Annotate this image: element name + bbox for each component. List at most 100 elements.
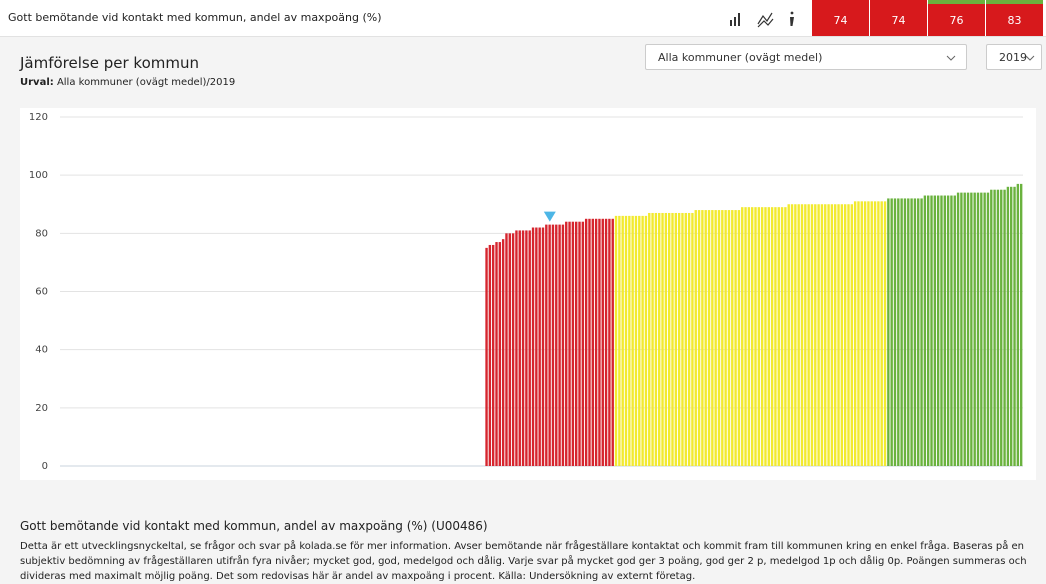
bar (604, 218, 608, 466)
bar (731, 210, 734, 466)
bar (983, 192, 986, 466)
bar (721, 210, 724, 466)
y-tick-label: 0 (42, 461, 48, 472)
bar (800, 204, 804, 466)
bar (814, 204, 817, 466)
bar (910, 198, 913, 466)
bar (847, 204, 850, 466)
bar (558, 224, 561, 466)
kpi-box[interactable]: 74 (870, 0, 927, 36)
bar (674, 212, 678, 466)
bar (535, 227, 538, 466)
bar (651, 212, 654, 466)
bar (963, 192, 966, 466)
bar (880, 201, 883, 466)
bar (521, 230, 525, 466)
kpi-box[interactable]: 76 (928, 0, 985, 36)
bar (946, 195, 950, 466)
bar (684, 212, 687, 466)
bar (863, 201, 867, 466)
bar (837, 204, 840, 466)
bar (658, 212, 661, 466)
bar (774, 207, 777, 466)
y-tick-label: 120 (29, 112, 48, 123)
bar (913, 198, 917, 466)
bar (754, 207, 757, 466)
bar (950, 195, 953, 466)
bar (1013, 186, 1016, 467)
bar (624, 215, 628, 466)
bar (996, 189, 1000, 466)
description-text: Detta är ett utvecklingsnyckeltal, se fr… (20, 541, 1027, 582)
bar (903, 198, 907, 466)
bar (820, 204, 824, 466)
indicator-title: Gott bemötande vid kontakt med kommun, a… (8, 11, 382, 24)
bar (943, 195, 946, 466)
bar (817, 204, 820, 466)
bar (671, 212, 674, 466)
bar (907, 198, 910, 466)
bar (508, 233, 511, 466)
bar (890, 198, 893, 466)
bar (555, 224, 558, 466)
bar (631, 215, 634, 466)
bar (867, 201, 870, 466)
bar (966, 192, 970, 466)
dropdown-arrow (946, 55, 956, 61)
bar (956, 192, 960, 466)
bar-icon[interactable] (730, 13, 740, 26)
y-tick-label: 60 (35, 287, 48, 298)
municipality-dropdown[interactable]: Alla kommuner (ovägt medel) (645, 44, 967, 70)
bar (824, 204, 827, 466)
bar (618, 215, 621, 466)
bar (737, 210, 741, 466)
bar (727, 210, 731, 466)
bar (850, 204, 854, 466)
bar (701, 210, 704, 466)
bar (970, 192, 973, 466)
kpi-box[interactable]: 74 (812, 0, 869, 36)
y-tick-label: 100 (29, 170, 48, 181)
bar (644, 215, 648, 466)
view-icons[interactable] (718, 0, 810, 36)
bar (641, 215, 644, 466)
bar (751, 207, 754, 466)
bar (654, 212, 658, 466)
bar (893, 198, 897, 466)
year-dropdown[interactable]: 2019 (986, 44, 1042, 70)
trend-icon[interactable] (757, 12, 774, 28)
bar (488, 244, 492, 466)
bar (993, 189, 996, 466)
bar (584, 218, 588, 466)
kpi-box[interactable]: 83 (986, 0, 1043, 36)
bar (614, 215, 618, 466)
bar (1003, 189, 1006, 466)
bar (1016, 183, 1020, 466)
bar (787, 204, 790, 466)
bar (545, 224, 548, 466)
bar (707, 210, 711, 466)
bar (691, 212, 694, 466)
bar (485, 247, 488, 466)
y-tick-label: 80 (35, 228, 48, 239)
bar (1000, 189, 1003, 466)
bar (790, 204, 794, 466)
bar (538, 227, 541, 466)
bar (565, 221, 568, 466)
bar (927, 195, 930, 466)
bar (794, 204, 797, 466)
bar (621, 215, 624, 466)
bar (980, 192, 983, 466)
bar (697, 210, 701, 466)
bar (518, 230, 521, 466)
bar (986, 192, 990, 466)
selection-label: Urval: (20, 77, 54, 88)
dropdown-label: Alla kommuner (ovägt medel) (658, 51, 823, 64)
bar (611, 218, 614, 466)
bar (990, 189, 993, 466)
selection-value: Alla kommuner (ovägt medel)/2019 (56, 77, 236, 88)
bar (953, 195, 956, 466)
info-icon[interactable] (790, 11, 794, 26)
bar (581, 221, 585, 466)
bar (780, 207, 784, 466)
